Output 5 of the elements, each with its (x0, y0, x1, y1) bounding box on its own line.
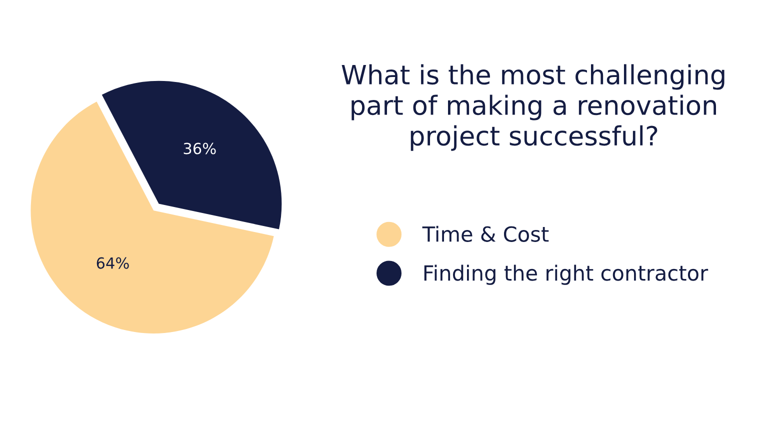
data-label: 36% (184, 142, 216, 154)
legend-label: Time & Cost (422, 226, 549, 242)
data-label: 64% (96, 257, 129, 269)
text: What is the most challenging part of making a renovation project successful? (342, 64, 724, 151)
legend-label: Finding the right contractor (424, 264, 708, 285)
